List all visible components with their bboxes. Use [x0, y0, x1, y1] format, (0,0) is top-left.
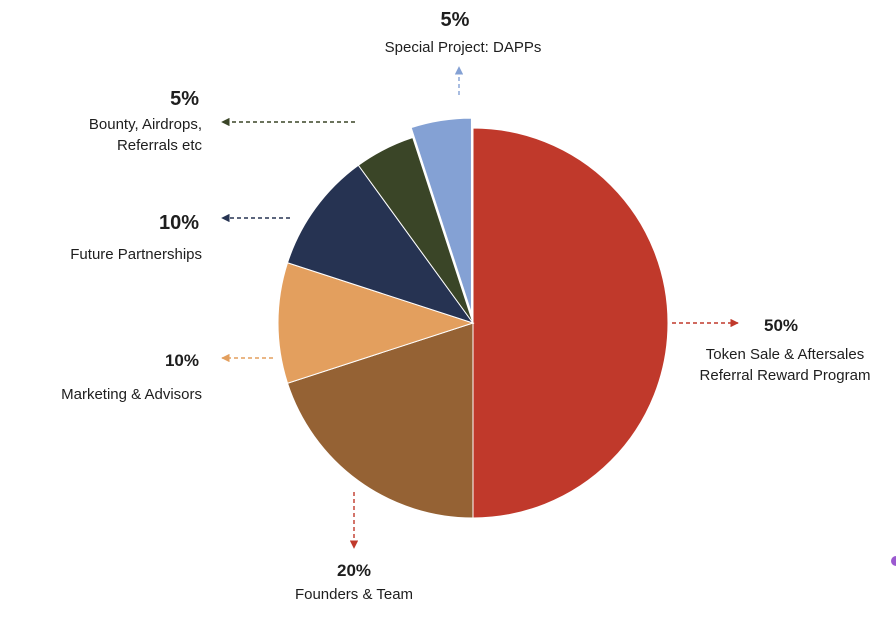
slice-label-marketing-advisors-line-1: Marketing & Advisors [61, 386, 202, 403]
pie-slice-bounty-airdrops-referrals-etc [357, 136, 474, 324]
percent-label-future-partnerships: 10% [159, 212, 199, 234]
slice-label-bounty-airdrops-referrals-etc-line-1: Bounty, Airdrops, [89, 116, 202, 133]
pie-slice-future-partnerships [286, 164, 475, 324]
percent-label-founders-team: 20% [337, 561, 371, 580]
slice-label-token-sale-aftersales-referral-reward-program-line-1: Token Sale & Aftersales [706, 346, 864, 363]
decorative-dot [891, 556, 896, 566]
pie-slice-founders-team [286, 322, 474, 519]
slice-label-token-sale-aftersales-referral-reward-program-line-2: Referral Reward Program [700, 367, 871, 384]
slice-label-future-partnerships-line-1: Future Partnerships [70, 246, 202, 263]
slice-label-founders-team-line-1: Founders & Team [295, 586, 413, 603]
pie-slice-token-sale-aftersales-referral-reward-program [472, 127, 669, 519]
percent-label-token-sale-aftersales-referral-reward-program: 50% [764, 316, 798, 335]
pie-slice-marketing-advisors [277, 262, 475, 384]
percent-label-bounty-airdrops-referrals-etc: 5% [170, 88, 199, 110]
slice-label-special-project-dapps-line-1: Special Project: DAPPs [385, 39, 542, 56]
percent-label-marketing-advisors: 10% [165, 351, 199, 370]
pie-slice-special-project-dapps [410, 117, 472, 314]
percent-label-special-project-dapps: 5% [441, 9, 470, 31]
slice-label-bounty-airdrops-referrals-etc-line-2: Referrals etc [117, 137, 203, 154]
